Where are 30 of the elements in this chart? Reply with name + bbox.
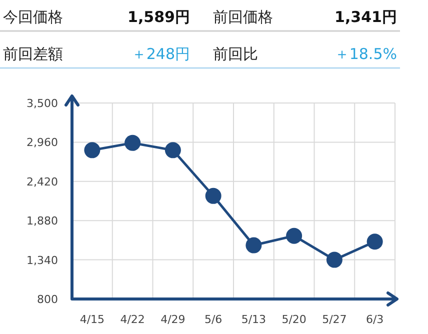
- y-tick-label: 1,880: [26, 214, 58, 228]
- y-tick-label: 1,340: [26, 254, 58, 267]
- point: [164, 142, 181, 158]
- x-tick-label: 5/13: [241, 313, 266, 326]
- x-tick-label: 4/15: [80, 313, 105, 326]
- point: [205, 188, 222, 204]
- text: 前回比: [213, 45, 258, 63]
- x-tick-label: 6/3: [366, 313, 384, 326]
- x-tick-label: 4/22: [120, 313, 145, 326]
- text: 今回価格: [3, 8, 63, 26]
- text: 前回差額: [3, 45, 63, 63]
- point: [246, 237, 262, 254]
- x-tick-label: 5/6: [204, 313, 222, 326]
- y-tick-label: 2,960: [26, 136, 58, 150]
- text: ＋248円: [131, 45, 190, 63]
- y-tick-label: 3,500: [26, 97, 58, 110]
- y-tick-label: 800: [37, 293, 58, 306]
- text: ＋18.5%: [334, 45, 397, 63]
- x-tick-label: 5/20: [282, 313, 306, 326]
- y-tick-label: 2,420: [26, 175, 58, 188]
- text: 1,341円: [334, 8, 397, 26]
- point: [366, 234, 383, 250]
- point: [286, 228, 302, 244]
- text: 前回価格: [213, 8, 273, 26]
- text: 1,589円: [128, 8, 190, 26]
- x-tick-label: 5/27: [322, 313, 347, 326]
- x-tick-label: 4/29: [160, 313, 186, 326]
- point: [124, 134, 141, 151]
- point: [84, 142, 100, 158]
- point: [326, 252, 342, 268]
